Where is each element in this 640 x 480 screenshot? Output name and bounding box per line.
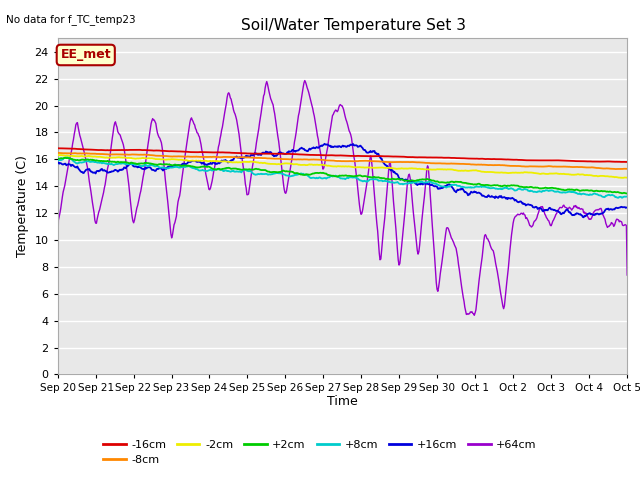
Title: Soil/Water Temperature Set 3: Soil/Water Temperature Set 3 xyxy=(241,18,467,33)
Legend: -16cm, -8cm, -2cm, +2cm, +8cm, +16cm, +64cm: -16cm, -8cm, -2cm, +2cm, +8cm, +16cm, +6… xyxy=(99,435,541,469)
Text: No data for f_TC_temp23: No data for f_TC_temp23 xyxy=(6,14,136,25)
Y-axis label: Temperature (C): Temperature (C) xyxy=(16,156,29,257)
X-axis label: Time: Time xyxy=(327,395,358,408)
Text: EE_met: EE_met xyxy=(60,48,111,61)
